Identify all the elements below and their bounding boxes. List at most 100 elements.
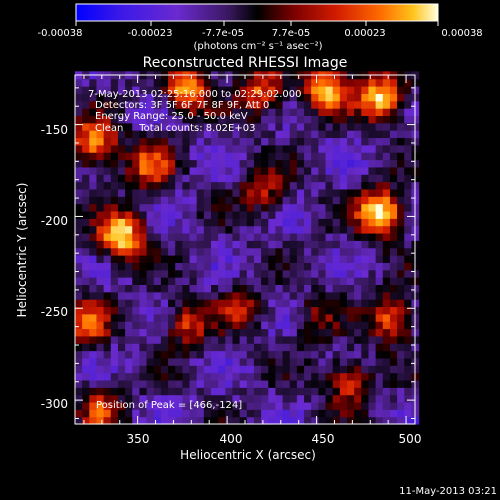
heatmap-cell [289,277,298,285]
heatmap-cell [282,299,291,308]
heatmap-cell [375,247,384,256]
heatmap-cell [189,328,198,337]
heatmap-cell [375,372,384,381]
heatmap-cell [117,394,126,403]
heatmap-cell [203,328,212,337]
heatmap-cell [146,284,155,293]
heatmap-cell [296,379,305,388]
heatmap-cell [311,232,319,241]
heatmap-cell [75,343,83,352]
heatmap-cell [339,100,348,109]
heatmap-cell [182,416,191,425]
heatmap-cell [332,181,341,190]
heatmap-cell [182,174,191,183]
heatmap-cell [397,269,405,278]
heatmap-cell [375,130,384,139]
heatmap-cell [304,225,312,234]
heatmap-cell [354,262,362,271]
heatmap-cell [82,247,90,256]
heatmap-cell [139,108,148,117]
heatmap-cell [153,379,162,388]
heatmap-cell [232,210,241,219]
heatmap-cell [82,306,90,315]
heatmap-cell [318,166,327,175]
heatmap-cell [332,343,341,352]
heatmap-cell [182,306,191,315]
heatmap-cell [232,291,241,300]
heatmap-cell [347,100,355,109]
heatmap-cell [361,365,370,374]
heatmap-cell [89,328,98,337]
heatmap-cell [325,313,334,322]
heatmap-cell [75,210,83,219]
heatmap-cell [110,108,119,117]
heatmap-cell [117,247,126,256]
heatmap-cell [96,262,105,271]
heatmap-cell [110,284,119,293]
heatmap-cell [397,394,405,403]
heatmap-cell [354,291,362,300]
heatmap-cell [304,365,312,374]
heatmap-cell [139,181,148,190]
heatmap-cell [139,255,148,263]
heatmap-cell [139,365,148,374]
heatmap-cell [318,365,327,374]
heatmap-cell [132,365,141,374]
heatmap-cell [268,115,277,124]
heatmap-cell [75,247,83,256]
heatmap-cell [311,130,319,139]
heatmap-cell [282,218,291,227]
heatmap-cell [332,78,341,87]
heatmap-cell [196,210,205,219]
heatmap-cell [397,93,405,102]
heatmap-cell [253,365,262,374]
heatmap-cell [110,174,119,183]
heatmap-cell [160,130,169,139]
heatmap-cell [225,86,234,94]
heatmap-cell [225,225,234,234]
heatmap-cell [117,115,126,124]
heatmap-cell [289,218,298,227]
heatmap-cell [318,174,327,183]
heatmap-cell [382,93,391,102]
heatmap-cell [160,299,169,308]
heatmap-cell [132,409,141,418]
heatmap-cell [404,115,413,124]
heatmap-cell [368,144,377,153]
heatmap-cell [196,357,205,366]
heatmap-cell [182,166,191,175]
heatmap-cell [318,350,327,359]
heatmap-cell [89,262,98,271]
heatmap-cell [225,379,234,388]
heatmap-cell [103,240,112,249]
heatmap-cell [189,115,198,124]
heatmap-cell [368,335,377,344]
heatmap-cell [261,100,269,109]
heatmap-cell [289,174,298,183]
heatmap-cell [347,409,355,418]
heatmap-cell [153,357,162,366]
heatmap-cell [232,174,241,183]
heatmap-cell [96,232,105,241]
heatmap-cell [354,137,362,146]
heatmap-cell [103,269,112,278]
heatmap-cell [125,78,133,87]
heatmap-cell [397,379,405,388]
heatmap-cell [96,78,105,87]
heatmap-cell [146,387,155,396]
heatmap-cell [89,181,98,190]
heatmap-cell [246,78,255,87]
heatmap-cell [239,313,248,322]
heatmap-cell [318,78,327,87]
heatmap-cell [304,401,312,410]
heatmap-cell [168,78,176,87]
heatmap-cell [354,196,362,205]
heatmap-cell [89,291,98,300]
heatmap-cell [146,269,155,278]
heatmap-cell [103,218,112,227]
heatmap-cell [203,343,212,352]
heatmap-cell [389,357,398,366]
heatmap-cell [404,299,413,308]
heatmap-cell [160,210,169,219]
heatmap-cell [160,188,169,197]
